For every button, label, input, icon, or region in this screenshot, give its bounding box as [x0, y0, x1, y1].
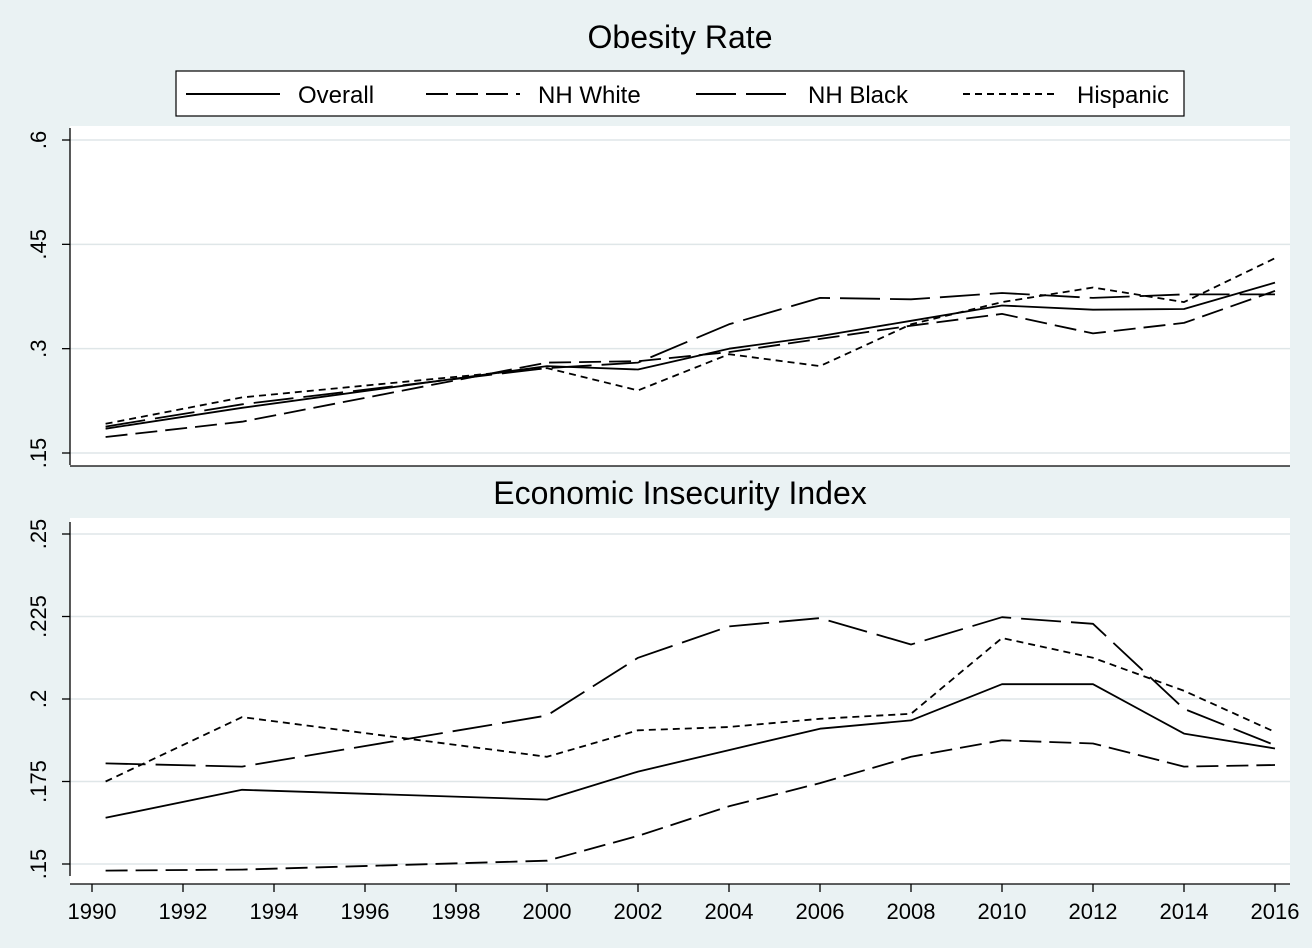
x-tick-label: 2010 — [978, 899, 1027, 924]
legend-label-nh-white: NH White — [538, 82, 641, 109]
series-line-hispanic — [105, 637, 1276, 783]
x-tick-label: 1992 — [159, 899, 208, 924]
series-line-overall — [105, 281, 1276, 430]
legend-label-hispanic: Hispanic — [1077, 82, 1169, 109]
x-tick-label: 1990 — [68, 899, 117, 924]
x-tick-label: 2004 — [705, 899, 754, 924]
x-tick-label: 2014 — [1160, 899, 1209, 924]
y-tick-label: .2 — [26, 690, 51, 708]
x-tick-label: 2016 — [1251, 899, 1300, 924]
economic-insecurity-panel: .15 .175 .2 .225 .25 1990 1992 1994 1996 1998 200… — [26, 518, 1299, 924]
plot-area — [70, 126, 1290, 466]
y-axis: .15 .3 .45 .6 — [26, 128, 71, 469]
y-tick-label: .25 — [26, 519, 51, 550]
legend: Overall NH White NH Black Hispanic — [175, 70, 1185, 117]
gridlines — [70, 533, 1290, 865]
x-tick-label: 2012 — [1069, 899, 1118, 924]
y-tick-label: .15 — [26, 438, 51, 469]
x-tick-label: 2008 — [887, 899, 936, 924]
series-line-nh-white — [105, 739, 1276, 872]
x-tick-label: 2006 — [796, 899, 845, 924]
series-line-nh-white — [105, 290, 1276, 438]
legend-label-nh-black: NH Black — [808, 82, 909, 109]
series-lines — [105, 616, 1276, 872]
gridlines — [70, 139, 1290, 454]
y-tick-label: .45 — [26, 229, 51, 260]
series-line-nh-black — [105, 616, 1276, 768]
y-tick-label: .15 — [26, 849, 51, 880]
y-tick-label: .175 — [26, 760, 51, 803]
x-axis: 1990 1992 1994 1996 1998 2000 2002 2004 2006 2008… — [68, 883, 1300, 924]
series-line-overall — [105, 683, 1276, 819]
obesity-rate-panel: .15 .3 .45 .6 — [26, 126, 1290, 468]
legend-label-overall: Overall — [298, 82, 374, 109]
x-tick-label: 1996 — [341, 899, 390, 924]
series-line-hispanic — [105, 257, 1276, 425]
plot-area — [70, 518, 1290, 884]
chart-title-obesity: Obesity Rate — [588, 19, 773, 55]
series-line-nh-black — [105, 292, 1275, 428]
x-tick-label: 2000 — [523, 899, 572, 924]
chart-title-economic-insecurity: Economic Insecurity Index — [493, 475, 867, 511]
series-lines — [105, 257, 1276, 438]
x-tick-label: 1998 — [432, 899, 481, 924]
y-axis: .15 .175 .2 .225 .25 — [26, 519, 71, 880]
y-tick-label: .3 — [26, 339, 51, 357]
x-tick-label: 1994 — [250, 899, 299, 924]
y-tick-label: .225 — [26, 595, 51, 638]
y-tick-label: .6 — [26, 131, 51, 149]
x-tick-label: 2002 — [614, 899, 663, 924]
